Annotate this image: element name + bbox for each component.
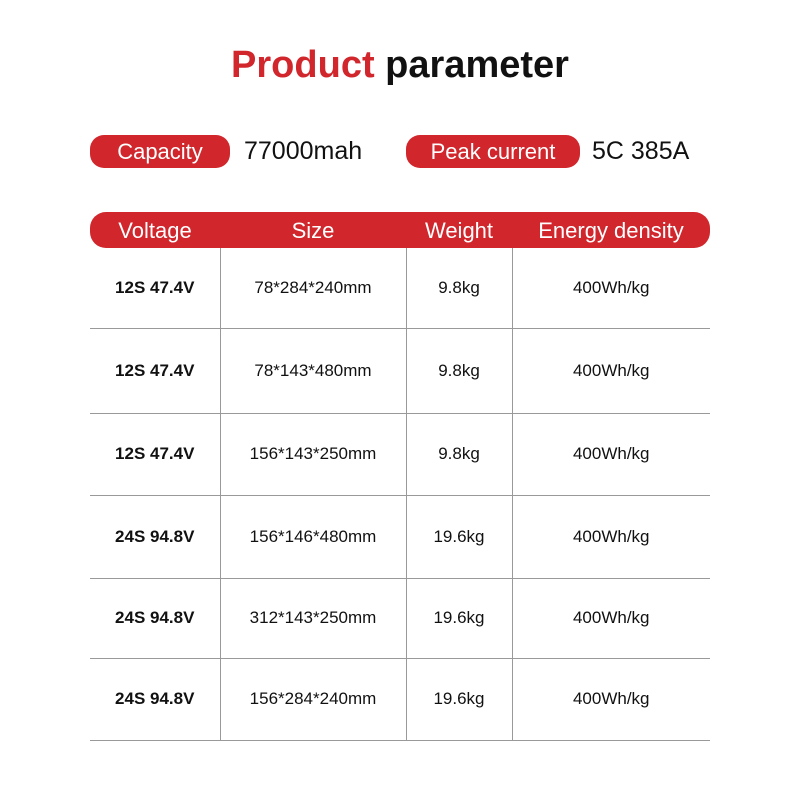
cell-weight: 9.8kg bbox=[405, 328, 512, 414]
cell-voltage: 24S 94.8V bbox=[90, 658, 220, 741]
cell-voltage: 12S 47.4V bbox=[90, 413, 220, 496]
parameter-table: 12S 47.4V 78*284*240mm 9.8kg 400Wh/kg 12S 47… bbox=[90, 248, 710, 741]
cell-size: 156*146*480mm bbox=[219, 495, 406, 579]
page-title: Product parameter bbox=[0, 44, 800, 87]
cell-energy-density: 400Wh/kg bbox=[511, 413, 710, 496]
title-accent: Product bbox=[231, 44, 375, 86]
table-row: 12S 47.4V 78*143*480mm 9.8kg 400Wh/kg bbox=[90, 328, 710, 414]
title-main: parameter bbox=[385, 44, 569, 86]
cell-energy-density: 400Wh/kg bbox=[511, 248, 710, 329]
cell-weight: 9.8kg bbox=[405, 413, 512, 496]
table-row: 24S 94.8V 156*284*240mm 19.6kg 400Wh/kg bbox=[90, 658, 710, 741]
capacity-value: 77000mah bbox=[244, 137, 363, 165]
cell-weight: 19.6kg bbox=[405, 658, 512, 741]
header-size: Size bbox=[291, 218, 335, 243]
table-row: 12S 47.4V 156*143*250mm 9.8kg 400Wh/kg bbox=[90, 413, 710, 496]
cell-size: 78*284*240mm bbox=[219, 248, 406, 329]
cell-voltage: 12S 47.4V bbox=[90, 328, 220, 414]
cell-size: 156*143*250mm bbox=[219, 413, 406, 496]
cell-energy-density: 400Wh/kg bbox=[511, 495, 710, 579]
cell-energy-density: 400Wh/kg bbox=[511, 328, 710, 414]
header-voltage: Voltage bbox=[118, 218, 192, 243]
peak-current-value: 5C 385A bbox=[592, 137, 690, 165]
cell-size: 78*143*480mm bbox=[219, 328, 406, 414]
cell-weight: 9.8kg bbox=[405, 248, 512, 329]
header-weight: Weight bbox=[424, 218, 494, 243]
header-energy-density: Energy density bbox=[538, 218, 684, 243]
table-row: 12S 47.4V 78*284*240mm 9.8kg 400Wh/kg bbox=[90, 248, 710, 329]
cell-weight: 19.6kg bbox=[405, 495, 512, 579]
table-header: Voltage Size Weight Energy density bbox=[90, 212, 710, 248]
table-row: 24S 94.8V 156*146*480mm 19.6kg 400Wh/kg bbox=[90, 495, 710, 579]
cell-size: 312*143*250mm bbox=[219, 578, 406, 659]
table-row: 24S 94.8V 312*143*250mm 19.6kg 400Wh/kg bbox=[90, 578, 710, 659]
cell-voltage: 12S 47.4V bbox=[90, 248, 220, 329]
cell-energy-density: 400Wh/kg bbox=[511, 658, 710, 741]
capacity-label: Capacity bbox=[90, 135, 230, 168]
cell-weight: 19.6kg bbox=[405, 578, 512, 659]
cell-voltage: 24S 94.8V bbox=[90, 578, 220, 659]
cell-voltage: 24S 94.8V bbox=[90, 495, 220, 579]
cell-size: 156*284*240mm bbox=[219, 658, 406, 741]
peak-current-label: Peak current bbox=[406, 135, 580, 168]
cell-energy-density: 400Wh/kg bbox=[511, 578, 710, 659]
